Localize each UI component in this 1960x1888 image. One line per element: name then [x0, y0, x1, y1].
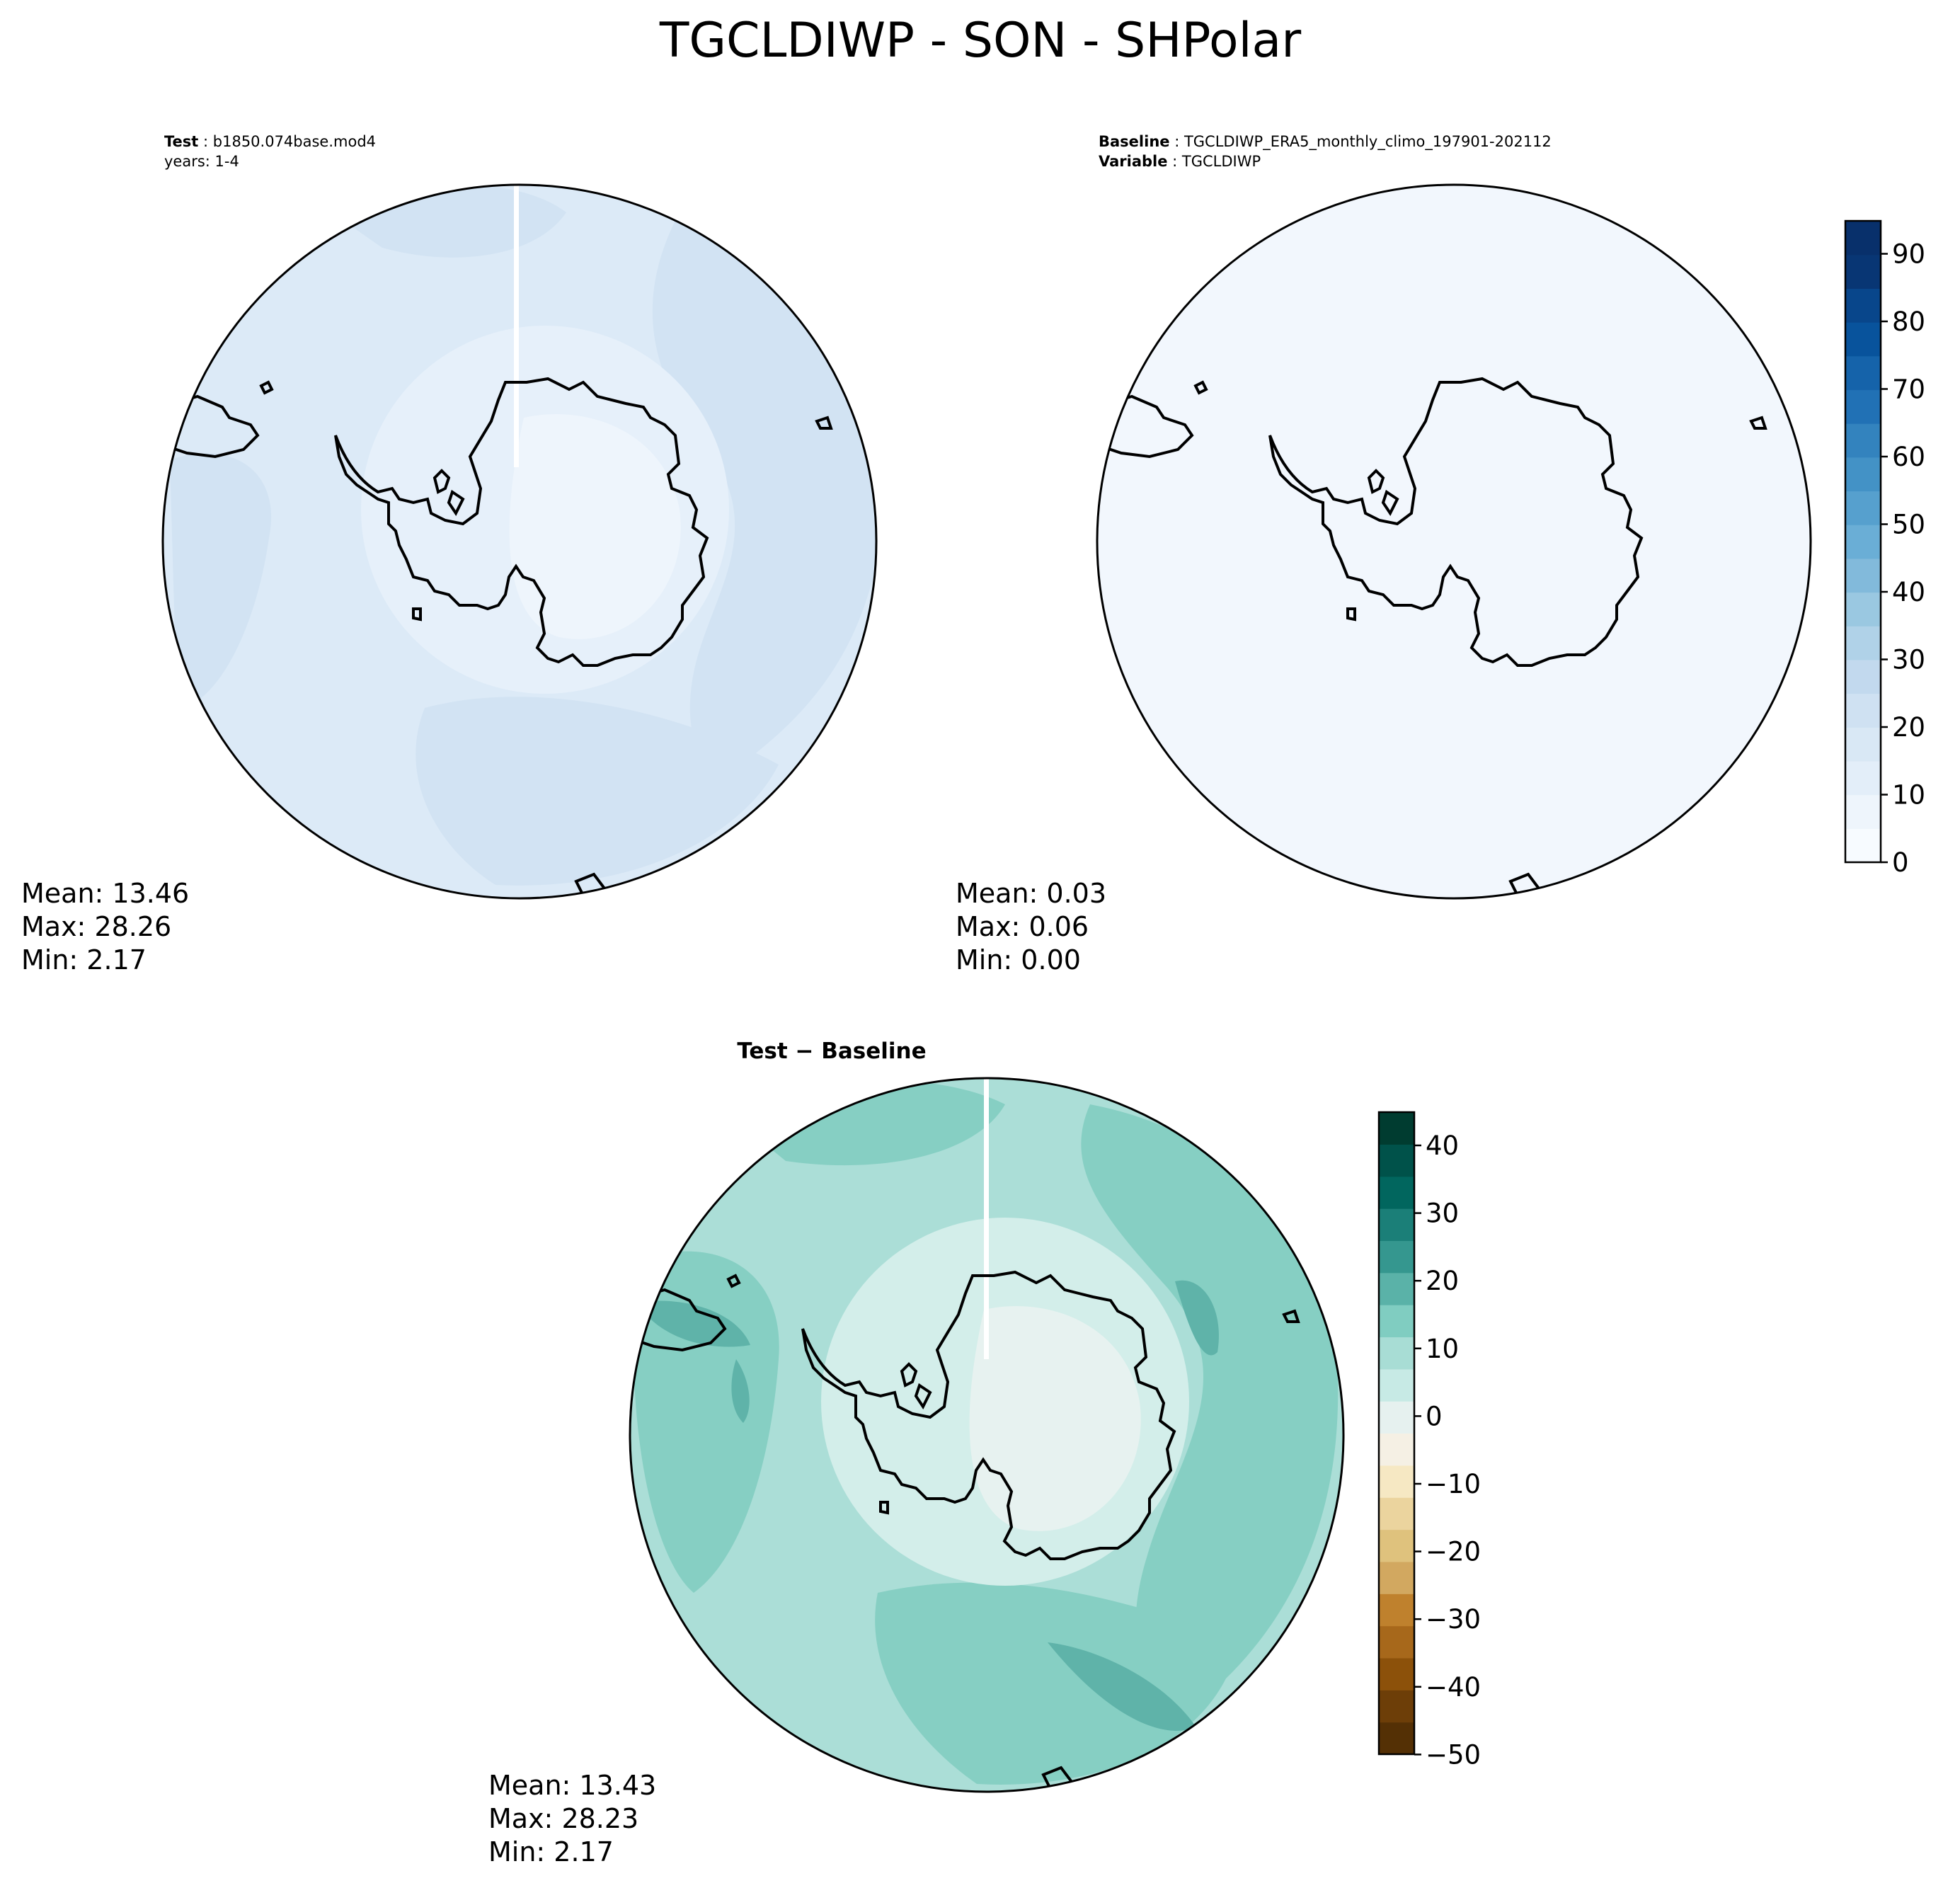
map-baseline	[1097, 185, 1811, 898]
colorbar-outline	[1377, 1111, 1416, 1756]
colorbar-segment	[1379, 1144, 1414, 1177]
colorbar-segment	[1379, 1625, 1414, 1659]
colorbar-segment	[1845, 254, 1881, 289]
stat-max: Max: 0.06	[956, 911, 1089, 942]
figure-title: TGCLDIWP - SON - SHPolar	[659, 13, 1301, 69]
map-diff	[630, 1078, 1343, 1792]
colorbar-tick-label: 10	[1892, 780, 1925, 811]
panel-test-label: Test : b1850.074base.mod4	[164, 133, 376, 150]
colorbar-tick-label: 40	[1426, 1131, 1459, 1161]
panel-baseline-label: Baseline : TGCLDIWP_ERA5_monthly_climo_1…	[1099, 133, 1552, 151]
colorbar-segment	[1845, 525, 1881, 559]
stat-mean: Mean: 13.46	[21, 878, 189, 909]
panel-baseline: Baseline : TGCLDIWP_ERA5_monthly_climo_1…	[956, 133, 1925, 976]
colorbar-tick-label: 80	[1892, 307, 1925, 337]
colorbar-segment	[1845, 727, 1881, 762]
colorbar-segment	[1845, 221, 1881, 256]
panel-diff: Test − Baseline	[488, 1039, 1481, 1867]
colorbar-tick-label: 90	[1892, 239, 1925, 270]
colorbar-tick-label: 50	[1892, 510, 1925, 540]
map-baseline-boundary	[1096, 183, 1812, 900]
colorbar-segment	[1845, 389, 1881, 424]
colorbar-segment	[1379, 1272, 1414, 1305]
stat-max: Max: 28.26	[21, 911, 171, 942]
map-diff-boundary	[629, 1077, 1345, 1793]
colorbar-segment	[1379, 1433, 1414, 1466]
colorbar-segment	[1845, 794, 1881, 829]
colorbar-segment	[1379, 1465, 1414, 1498]
stat-min: Min: 2.17	[21, 944, 147, 976]
panel-diff-label: Test − Baseline	[737, 1039, 926, 1064]
colorbar-segment	[1845, 322, 1881, 357]
colorbar-segment	[1379, 1368, 1414, 1402]
colorbar-segment	[1845, 423, 1881, 458]
colorbar-segment	[1845, 288, 1881, 323]
colorbar-segment	[1845, 693, 1881, 728]
colorbar-segment	[1845, 558, 1881, 593]
colorbar-segment	[1379, 1176, 1414, 1209]
colorbar-blues: 0 10 20 30 40 50 60 70 80 90	[1844, 219, 1925, 878]
colorbar-segment	[1845, 491, 1881, 525]
colorbar-tick-label: 0	[1892, 847, 1909, 878]
colorbar-tick-label: 20	[1892, 712, 1925, 743]
panel-diff-stats: Mean: 13.43 Max: 28.23 Min: 2.17	[488, 1770, 656, 1867]
panel-test-years: years: 1-4	[164, 153, 239, 170]
colorbar-segment	[1379, 1497, 1414, 1531]
colorbar-segment	[1379, 1529, 1414, 1562]
panel-baseline-stats: Mean: 0.03 Max: 0.06 Min: 0.00	[956, 878, 1106, 976]
panel-baseline-variable: Variable : TGCLDIWP	[1099, 153, 1261, 170]
colorbar-tick-label: 30	[1426, 1198, 1459, 1229]
colorbar-segment	[1845, 355, 1881, 391]
map-test-boundary	[161, 183, 878, 900]
stat-mean: Mean: 13.43	[488, 1770, 656, 1801]
colorbar-outline	[1844, 219, 1882, 864]
colorbar-tick-label: 40	[1892, 577, 1925, 607]
colorbar-tick-label: −10	[1426, 1469, 1481, 1499]
colorbar-tick-label: −20	[1426, 1537, 1481, 1567]
colorbar-tick-label: 10	[1426, 1334, 1459, 1364]
colorbar-segment	[1379, 1208, 1414, 1241]
colorbar-segment	[1379, 1112, 1414, 1145]
colorbar-tick-label: 30	[1892, 645, 1925, 675]
colorbar-segment	[1379, 1401, 1414, 1434]
colorbar-segment	[1845, 659, 1881, 694]
stat-max: Max: 28.23	[488, 1803, 638, 1834]
colorbar-segment	[1379, 1690, 1414, 1723]
colorbar-segment	[1379, 1240, 1414, 1274]
colorbar-segment	[1845, 828, 1881, 863]
colorbar-segment	[1845, 592, 1881, 627]
colorbar-segment	[1379, 1561, 1414, 1594]
colorbar-segment	[1379, 1722, 1414, 1755]
stat-mean: Mean: 0.03	[956, 878, 1106, 909]
colorbar-tick-label: −30	[1426, 1604, 1481, 1635]
colorbar-tick-label: −40	[1426, 1672, 1481, 1703]
map-test	[163, 185, 876, 898]
colorbar-segment	[1845, 760, 1881, 796]
colorbar-segment	[1379, 1594, 1414, 1627]
colorbar-segment	[1379, 1305, 1414, 1338]
colorbar-diverging: 40 30 20 10 0 −10 −20 −30 −40 −50	[1377, 1111, 1481, 1770]
colorbar-tick-label: 20	[1426, 1266, 1459, 1296]
colorbar-segment	[1379, 1657, 1414, 1690]
colorbar-tick-label: −50	[1426, 1739, 1481, 1770]
panel-test: Test : b1850.074base.mod4 years: 1-4	[21, 133, 878, 976]
panel-test-stats: Mean: 13.46 Max: 28.26 Min: 2.17	[21, 878, 189, 976]
colorbar-segment	[1845, 457, 1881, 492]
stat-min: Min: 0.00	[956, 944, 1081, 976]
colorbar-tick-label: 0	[1426, 1401, 1443, 1431]
colorbar-tick-label: 70	[1892, 374, 1925, 405]
colorbar-segment	[1379, 1337, 1414, 1370]
colorbar-segment	[1845, 626, 1881, 660]
stat-min: Min: 2.17	[488, 1836, 614, 1867]
colorbar-tick-label: 60	[1892, 442, 1925, 472]
